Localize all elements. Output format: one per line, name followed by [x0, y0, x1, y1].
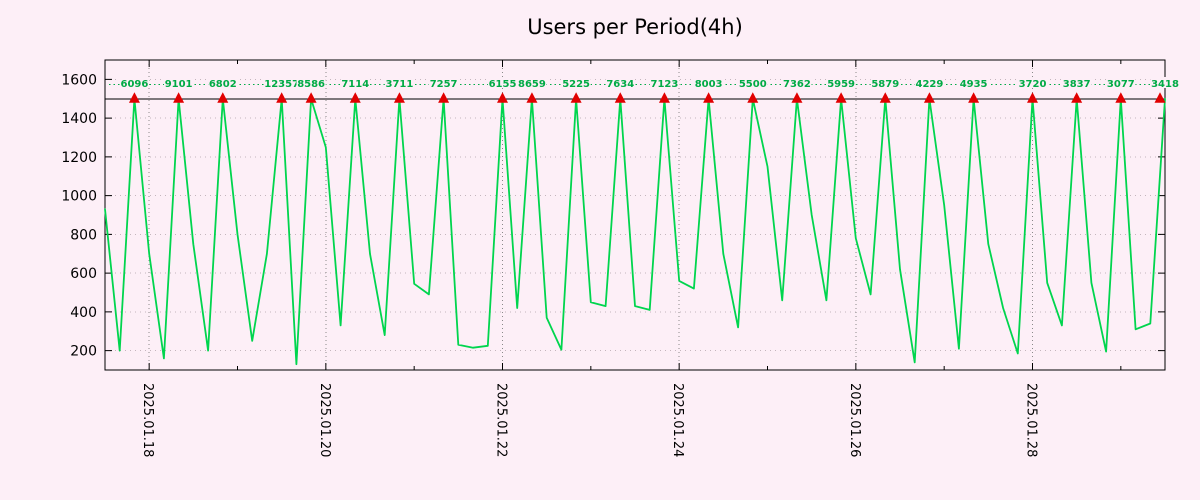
clip-marker-triangle: [747, 92, 759, 103]
clip-marker-triangle: [791, 92, 803, 103]
x-tick-label: 2025.01.26: [847, 383, 862, 457]
peak-value-label: 7114: [341, 79, 369, 90]
peak-label-bg: [517, 77, 547, 88]
clip-marker-triangle: [614, 92, 626, 103]
peak-label-bg: [119, 77, 150, 88]
peak-label-bg: [340, 77, 370, 88]
peak-value-label: 6155: [489, 79, 517, 90]
peak-value-label: 3711: [386, 79, 414, 90]
peak-label-bg: [164, 77, 194, 88]
clip-marker-triangle: [438, 92, 450, 103]
y-tick-label: 1400: [61, 111, 97, 127]
y-tick-label: 400: [70, 305, 97, 321]
x-tick-label: 2025.01.28: [1024, 383, 1039, 457]
clip-marker-triangle: [393, 92, 405, 103]
x-tick-label: 2025.01.22: [494, 383, 509, 457]
peak-label-bg: [1150, 77, 1180, 88]
clip-marker-triangle: [658, 92, 670, 103]
y-tick-label: 1200: [61, 150, 97, 166]
peak-value-label: 7123: [651, 79, 679, 90]
peak-value-label: 7634: [606, 79, 634, 90]
peak-label-bg: [561, 77, 591, 88]
peak-value-label: 6096: [121, 79, 149, 90]
clip-marker-triangle: [173, 92, 185, 103]
peak-value-label: 5225: [562, 79, 590, 90]
peak-label-bg: [738, 77, 768, 88]
peak-label-bg: [384, 77, 415, 88]
clip-marker-triangle: [1071, 92, 1083, 103]
peak-label-bg: [914, 77, 945, 88]
clip-marker-triangle: [923, 92, 935, 103]
peak-value-label: 12357: [264, 79, 299, 90]
clip-marker-triangle: [1115, 92, 1127, 103]
peak-label-bg: [296, 77, 326, 88]
clip-marker-triangle: [497, 92, 508, 103]
y-tick-label: 800: [70, 227, 97, 243]
clip-marker-triangle: [1027, 92, 1038, 103]
peak-label-bg: [1017, 77, 1048, 88]
clip-marker-triangle: [879, 92, 891, 103]
peak-value-label: 7257: [430, 79, 458, 90]
peak-label-bg: [429, 77, 459, 88]
peak-value-label: 8003: [695, 79, 723, 90]
peak-value-label: 8659: [518, 79, 546, 90]
users-line: [104, 97, 1166, 366]
peak-label-bg: [1062, 77, 1092, 88]
clip-marker-triangle: [276, 92, 288, 103]
peak-label-bg: [263, 77, 300, 88]
peak-label-bg: [487, 77, 518, 88]
clip-marker-triangle: [305, 92, 317, 103]
clip-marker-triangle: [570, 92, 582, 103]
x-tick-label: 2025.01.20: [317, 383, 332, 457]
peak-label-bg: [826, 77, 856, 88]
plot-border: [104, 59, 1166, 371]
clip-marker-triangle: [217, 92, 229, 103]
peak-value-label: 3077: [1107, 79, 1135, 90]
clip-marker-triangle: [349, 92, 361, 103]
y-tick-label: 200: [70, 344, 97, 360]
chart-title: Users per Period(4h): [527, 15, 743, 39]
peak-label-bg: [694, 77, 724, 88]
clip-marker-triangle: [703, 92, 715, 103]
peak-label-bg: [208, 77, 238, 88]
peak-value-label: 3837: [1063, 79, 1091, 90]
y-tick-label: 1000: [61, 189, 97, 205]
peak-value-label: 9101: [165, 79, 193, 90]
peak-label-bg: [870, 77, 900, 88]
y-tick-label: 600: [70, 266, 97, 282]
peak-label-bg: [605, 77, 635, 88]
peak-label-bg: [782, 77, 812, 88]
peak-value-label: 3418: [1151, 79, 1179, 90]
peak-value-label: 5879: [871, 79, 899, 90]
y-tick-label: 1600: [61, 72, 97, 88]
clip-marker-triangle: [526, 92, 538, 103]
x-tick-label: 2025.01.18: [140, 383, 155, 457]
peak-value-label: 7362: [783, 79, 811, 90]
clip-marker-triangle: [835, 92, 847, 103]
peak-value-label: 4935: [960, 79, 988, 90]
clip-marker-triangle: [128, 92, 140, 103]
peak-label-bg: [1106, 77, 1136, 88]
peak-value-label: 4229: [916, 79, 944, 90]
x-tick-label: 2025.01.24: [670, 383, 685, 457]
peak-label-bg: [649, 77, 680, 88]
clip-marker-triangle: [968, 92, 980, 103]
peak-value-label: 5500: [739, 79, 767, 90]
peak-label-bg: [959, 77, 989, 88]
peak-value-label: 3720: [1019, 79, 1047, 90]
peak-value-label: 8586: [297, 79, 325, 90]
peak-value-label: 6802: [209, 79, 237, 90]
plot-area: 2025.01.18 2025.01.20 2025.01.22 2025.01.24…: [61, 59, 1180, 457]
peak-value-label: 5959: [827, 79, 855, 90]
clip-marker-triangle: [1154, 92, 1166, 103]
